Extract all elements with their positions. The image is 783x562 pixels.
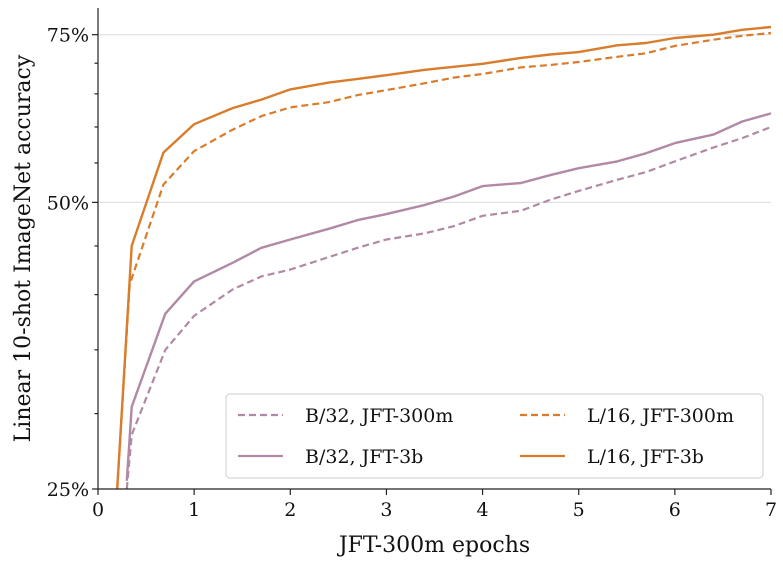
series-line-2 (125, 112, 772, 481)
y-axis-title: Linear 10-shot ImageNet accuracy (11, 54, 36, 442)
series-line-3 (116, 31, 772, 490)
x-tick-label: 7 (765, 499, 777, 521)
legend-label-2: B/32, JFT-3b (305, 446, 423, 468)
x-tick-label: 2 (284, 499, 296, 521)
series-lines (116, 25, 772, 490)
legend-box (225, 393, 764, 479)
x-tick-label: 4 (477, 499, 489, 521)
y-tick-label: 50% (47, 192, 89, 214)
x-tick-label: 0 (92, 499, 104, 521)
y-tick-label: 25% (47, 479, 89, 501)
x-tick-label: 1 (188, 499, 200, 521)
x-tick-label: 6 (669, 499, 681, 521)
y-tick-label: 75% (47, 25, 89, 47)
x-tick-label: 3 (380, 499, 392, 521)
x-tick-label: 5 (573, 499, 585, 521)
series-line-4 (116, 25, 772, 490)
legend: B/32, JFT-300m L/16, JFT-300m B/32, JFT-3b… (225, 393, 764, 479)
x-axis-ticks: 0 1 2 3 4 5 6 7 (92, 489, 777, 521)
series-line-1 (125, 125, 772, 490)
legend-label-1: B/32, JFT-300m (305, 405, 453, 427)
legend-label-4: L/16, JFT-3b (587, 446, 704, 468)
y-axis-ticks: 25% 50% 75% (47, 25, 98, 501)
x-axis-title: JFT-300m epochs (337, 533, 530, 558)
grid-lines (98, 34, 771, 203)
legend-label-3: L/16, JFT-300m (587, 405, 734, 427)
axes (97, 8, 771, 490)
